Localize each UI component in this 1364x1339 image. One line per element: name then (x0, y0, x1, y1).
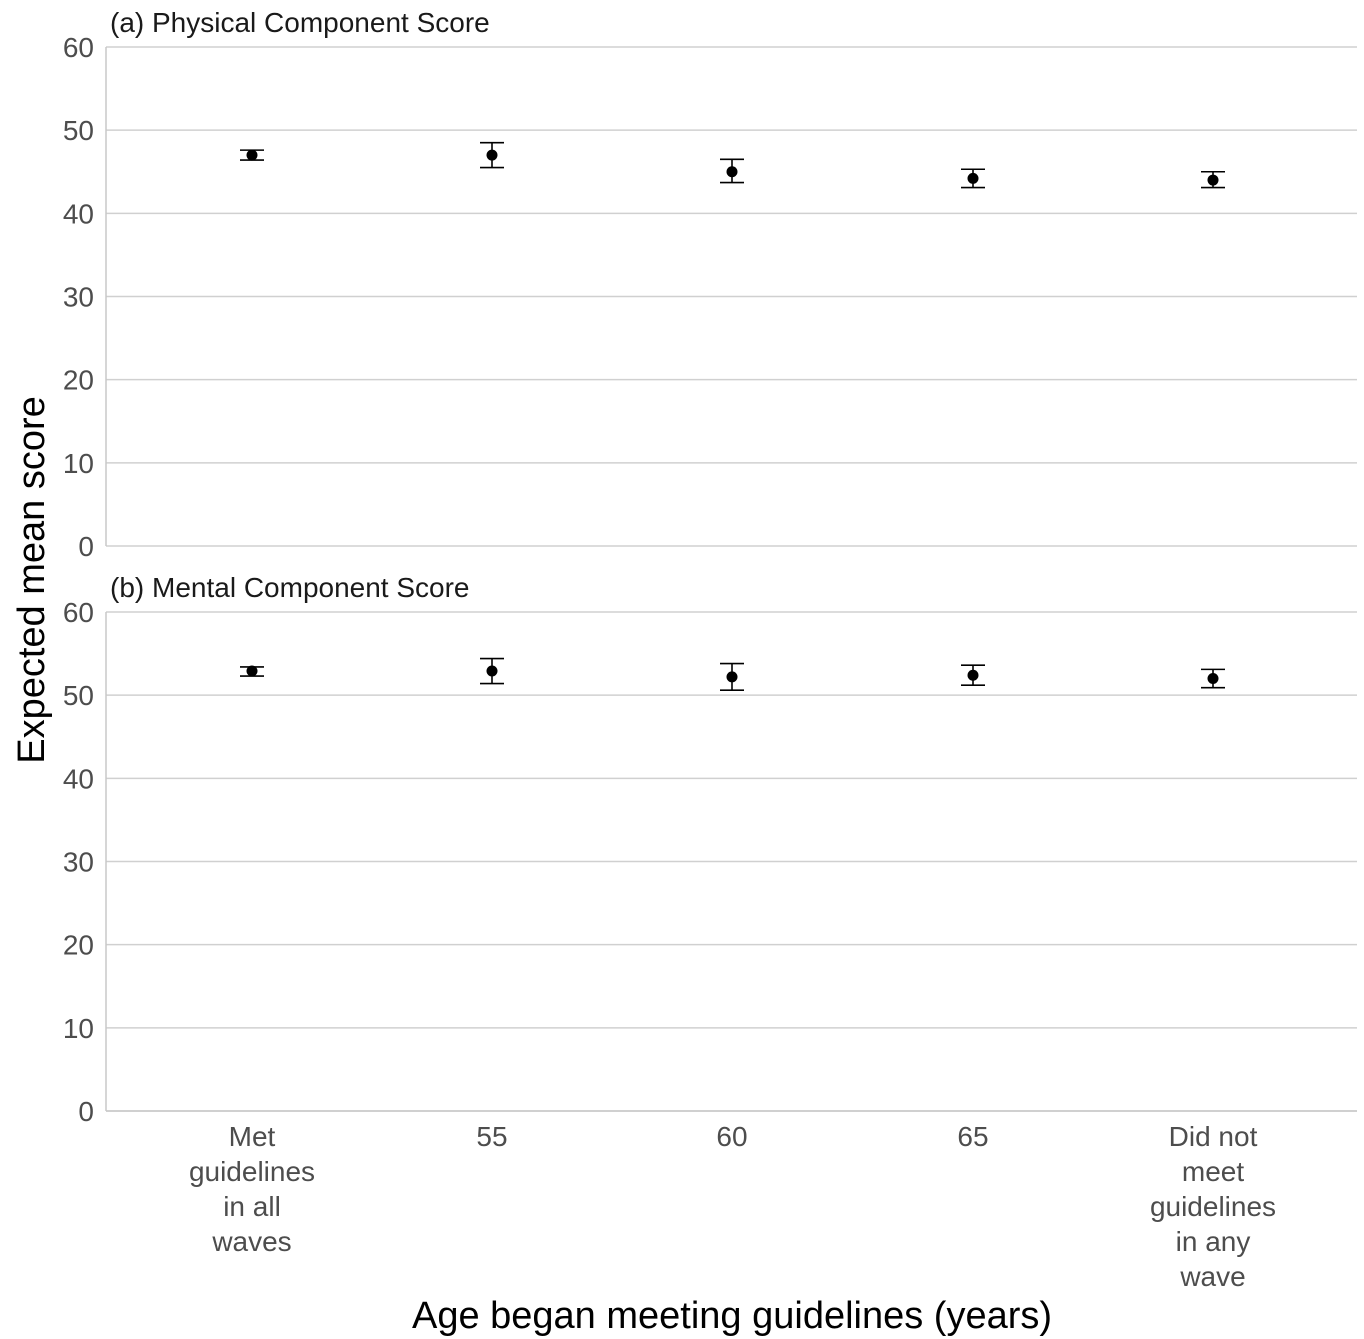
y-tick-label: 30 (63, 282, 94, 313)
y-tick-label: 30 (63, 847, 94, 878)
y-tick-label: 20 (63, 930, 94, 961)
data-point (246, 149, 258, 161)
y-tick-label: 0 (78, 1096, 94, 1127)
y-tick-label: 10 (63, 448, 94, 479)
y-tick-label: 60 (63, 32, 94, 63)
panel-title: (b) Mental Component Score (110, 572, 470, 603)
data-point (726, 671, 738, 683)
y-tick-label: 0 (78, 531, 94, 562)
panel-title: (a) Physical Component Score (110, 7, 490, 38)
x-tick-label: 60 (716, 1121, 747, 1152)
x-axis-tick-labels: Met guidelines in all waves 55 60 65 Did not mee… (189, 1121, 1276, 1292)
data-point (726, 166, 738, 178)
x-tick-label: Did not meet guidelines in any wave (1150, 1121, 1276, 1292)
data-point (486, 149, 498, 161)
y-tick-label: 20 (63, 365, 94, 396)
x-tick-label: Met guidelines in all waves (189, 1121, 315, 1257)
panel-physical-component-score: 0 10 20 30 40 50 60 (a) Physical Component Scor… (63, 7, 1357, 562)
x-tick-label: 55 (476, 1121, 507, 1152)
y-tick-label: 60 (63, 597, 94, 628)
data-point (967, 172, 979, 184)
y-axis-title: Expected mean score (11, 396, 53, 764)
x-tick-label: 65 (957, 1121, 988, 1152)
data-point (246, 665, 258, 677)
y-tick-label: 40 (63, 763, 94, 794)
y-tick-label: 50 (63, 115, 94, 146)
data-point (967, 669, 979, 681)
panel-mental-component-score: 0 10 20 30 40 50 60 (b) Mental Component Score (63, 572, 1357, 1127)
x-axis-title: Age began meeting guidelines (years) (412, 1295, 1052, 1337)
y-tick-label: 50 (63, 680, 94, 711)
data-point (1207, 673, 1219, 685)
data-point (486, 665, 498, 677)
y-tick-label: 10 (63, 1013, 94, 1044)
y-tick-label: 40 (63, 198, 94, 229)
data-point (1207, 174, 1219, 186)
